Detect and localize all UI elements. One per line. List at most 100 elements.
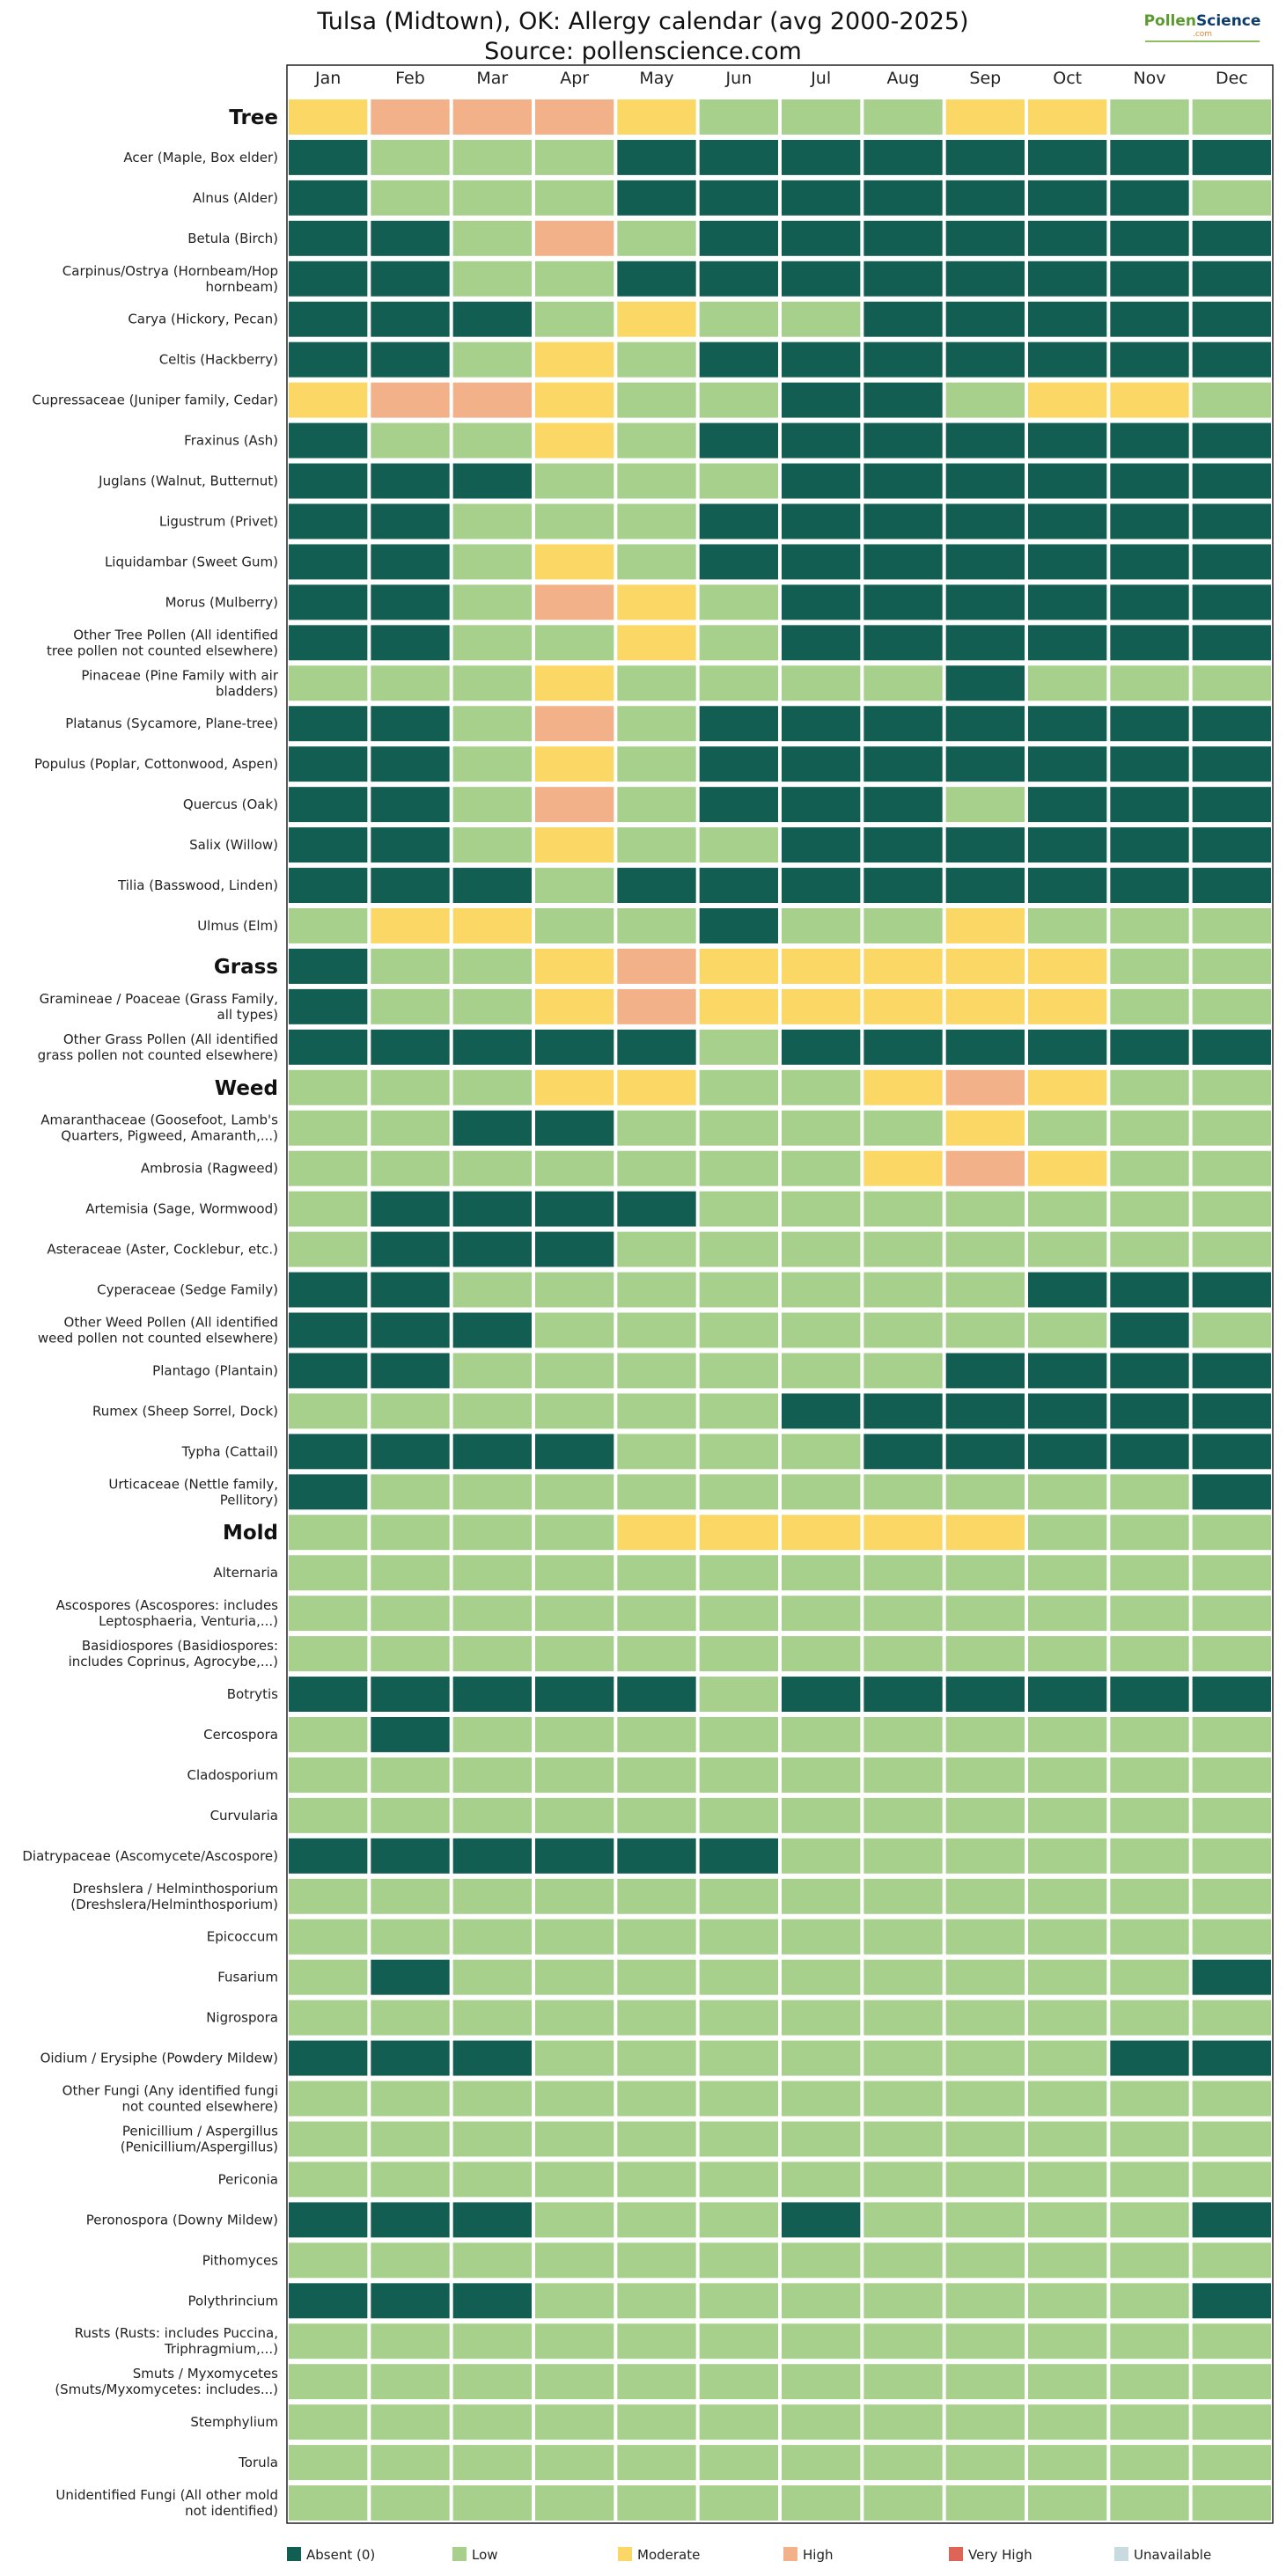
heatmap-cell	[699, 2000, 778, 2036]
heatmap-cell	[863, 1717, 943, 1752]
heatmap-cell	[1028, 1353, 1107, 1389]
heatmap-cell	[1028, 1757, 1107, 1793]
heatmap-cell	[1110, 1636, 1189, 1672]
row-label-line: Leptosphaeria, Venturia,...)	[99, 1613, 278, 1629]
heatmap-cell	[1192, 1596, 1271, 1632]
heatmap-cell	[863, 1677, 943, 1712]
row-label-line: (Smuts/Myxomycetes: includes...)	[55, 2382, 278, 2397]
heatmap-cell	[289, 2202, 368, 2238]
heatmap-cell	[863, 341, 943, 378]
heatmap-cell	[1028, 1434, 1107, 1470]
heatmap-cell	[699, 584, 778, 620]
heatmap-cell	[452, 2000, 532, 2036]
row-label-line: Typha (Cattail)	[181, 1443, 278, 1459]
heatmap-cell	[863, 544, 943, 580]
heatmap-cell	[535, 1393, 614, 1429]
heatmap-cell	[371, 625, 450, 661]
heatmap-cell	[945, 422, 1025, 459]
heatmap-cell	[1192, 1555, 1271, 1591]
heatmap-cell	[699, 2242, 778, 2279]
heatmap-cell	[452, 1069, 532, 1105]
heatmap-cell	[617, 908, 696, 943]
heatmap-cell	[371, 1515, 450, 1551]
heatmap-cell	[535, 1838, 614, 1874]
heatmap-cell	[1028, 584, 1107, 620]
heatmap-cell	[371, 1272, 450, 1308]
heatmap-cell	[535, 2202, 614, 2238]
heatmap-cell	[617, 139, 696, 175]
heatmap-cell	[699, 99, 778, 135]
heatmap-cell	[863, 2323, 943, 2359]
heatmap-cell	[617, 584, 696, 620]
row-label-line: Torula	[238, 2455, 278, 2470]
heatmap-cell	[1110, 2081, 1189, 2117]
heatmap-cell	[371, 180, 450, 216]
row-label-platanus-sycamore-plane-tree: Platanus (Sycamore, Plane-tree)	[65, 716, 278, 731]
heatmap-cell	[617, 2040, 696, 2076]
heatmap-cell	[945, 1353, 1025, 1389]
month-label-apr: Apr	[560, 69, 589, 88]
row-label-line: Cupressaceae (Juniper family, Cedar)	[33, 393, 278, 408]
heatmap-cell	[617, 2121, 696, 2157]
heatmap-cell	[782, 301, 861, 337]
heatmap-cell	[289, 2445, 368, 2481]
heatmap-cell	[1028, 544, 1107, 580]
heatmap-cell	[452, 908, 532, 943]
heatmap-cell	[452, 2485, 532, 2521]
heatmap-cell	[1028, 1191, 1107, 1227]
heatmap-cell	[1192, 1069, 1271, 1105]
month-label-jan: Jan	[314, 69, 341, 88]
heatmap-cell	[289, 1069, 368, 1105]
heatmap-cell	[1192, 1110, 1271, 1146]
row-label-periconia: Periconia	[218, 2171, 278, 2187]
heatmap-cell	[699, 2081, 778, 2117]
heatmap-cell	[1110, 220, 1189, 256]
heatmap-cell	[1028, 1474, 1107, 1510]
heatmap-cell	[452, 2445, 532, 2481]
heatmap-cell	[617, 706, 696, 742]
heatmap-cell	[782, 1353, 861, 1389]
heatmap-cell	[699, 665, 778, 701]
heatmap-cell	[1028, 2445, 1107, 2481]
heatmap-cell	[1028, 787, 1107, 823]
heatmap-cell	[371, 1838, 450, 1874]
heatmap-cell	[945, 1069, 1025, 1105]
heatmap-cell	[452, 706, 532, 742]
heatmap-cell	[1192, 625, 1271, 661]
heatmap-cell	[782, 1474, 861, 1510]
heatmap-cell	[452, 341, 532, 378]
logo-brand: PollenScience	[1136, 12, 1268, 30]
heatmap-cell	[371, 908, 450, 943]
heatmap-cell	[1110, 908, 1189, 943]
heatmap-cell	[371, 665, 450, 701]
heatmap-cell	[782, 1878, 861, 1914]
row-label-line: Pinaceae (Pine Family with air	[81, 667, 278, 683]
heatmap-cell	[617, 1919, 696, 1955]
logo-sub: .com	[1192, 30, 1213, 39]
plot-background	[287, 97, 1273, 2523]
heatmap-cell	[863, 2445, 943, 2481]
heatmap-cell	[863, 746, 943, 782]
heatmap-cell	[945, 220, 1025, 256]
row-label-morus-mulberry: Morus (Mulberry)	[165, 594, 278, 610]
heatmap-cell	[945, 706, 1025, 742]
row-label-nigrospora: Nigrospora	[206, 2010, 278, 2026]
heatmap-cell	[371, 382, 450, 418]
heatmap-cell	[289, 2000, 368, 2036]
heatmap-cell	[1028, 1029, 1107, 1065]
heatmap-cell	[452, 1878, 532, 1914]
heatmap-cell	[863, 1596, 943, 1632]
heatmap-cell	[945, 2121, 1025, 2157]
heatmap-cell	[452, 463, 532, 499]
heatmap-cell	[945, 1838, 1025, 1874]
heatmap-cell	[1110, 99, 1189, 135]
row-label-other-grass-pollen-all-identified-grass-: Other Grass Pollen (All identified grass …	[38, 1031, 278, 1063]
heatmap-cell	[699, 301, 778, 337]
heatmap-cell	[535, 827, 614, 863]
heatmap-cell	[1110, 665, 1189, 701]
heatmap-cell	[699, 2445, 778, 2481]
heatmap-cell	[945, 1191, 1025, 1227]
heatmap-cell	[452, 2283, 532, 2319]
heatmap-cell	[1110, 706, 1189, 742]
legend-swatch-high	[783, 2547, 797, 2561]
